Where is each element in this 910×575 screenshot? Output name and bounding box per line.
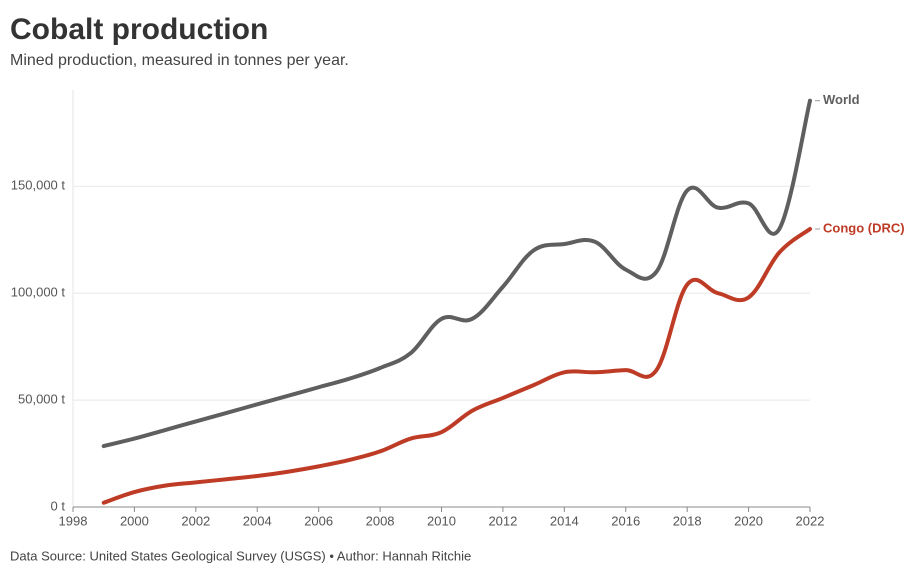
chart-title: Cobalt production xyxy=(10,13,268,46)
y-tick-label: 50,000 t xyxy=(18,392,65,407)
x-tick-label: 2010 xyxy=(427,513,456,528)
x-tick-label: 1998 xyxy=(59,513,88,528)
series-line xyxy=(101,227,812,505)
y-tick-label: 0 t xyxy=(51,498,66,513)
series-line xyxy=(101,98,812,449)
source-note: Data Source: United States Geological Su… xyxy=(10,548,471,563)
x-tick-label: 2014 xyxy=(550,513,579,528)
x-tick-label: 2020 xyxy=(734,513,763,528)
y-tick-label: 100,000 t xyxy=(11,285,66,300)
x-tick-label: 2000 xyxy=(120,513,149,528)
x-tick-label: 2002 xyxy=(181,513,210,528)
x-tick-label: 2022 xyxy=(796,513,825,528)
legend-label: Congo (DRC) xyxy=(823,220,905,235)
x-tick-label: 2018 xyxy=(673,513,702,528)
x-tick-label: 2012 xyxy=(488,513,517,528)
x-tick-label: 2008 xyxy=(366,513,395,528)
x-tick-label: 2006 xyxy=(304,513,333,528)
x-tick-label: 2004 xyxy=(243,513,272,528)
chart-subtitle: Mined production, measured in tonnes per… xyxy=(10,52,349,69)
legend-label: World xyxy=(823,92,860,107)
y-tick-label: 150,000 t xyxy=(11,178,66,193)
x-tick-label: 2016 xyxy=(611,513,640,528)
